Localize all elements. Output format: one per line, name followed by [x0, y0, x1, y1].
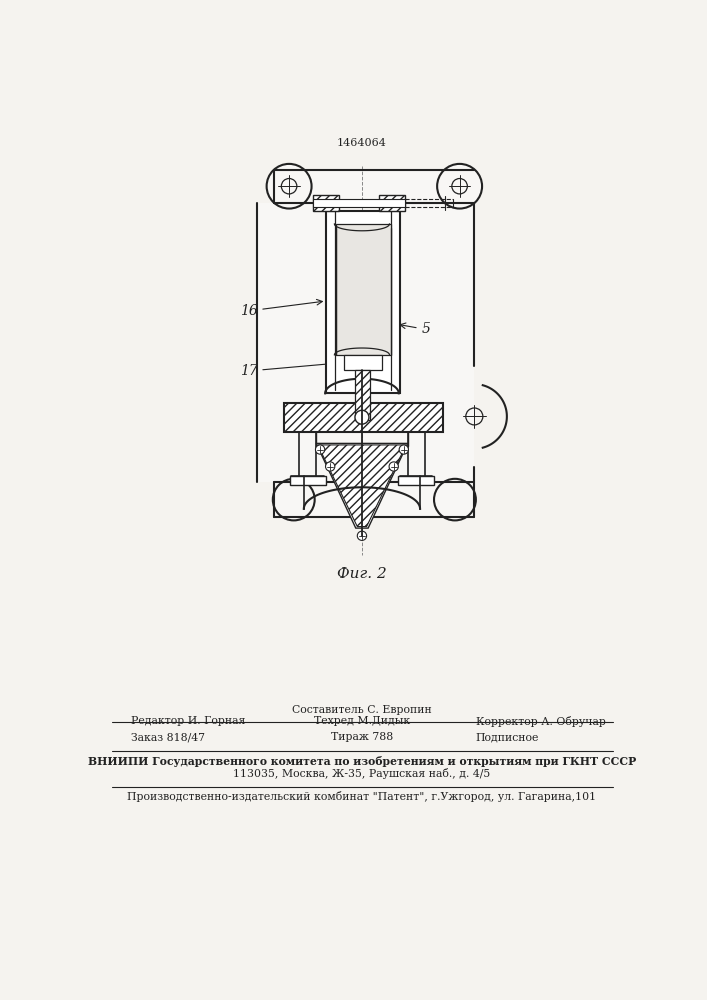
Circle shape	[315, 445, 325, 454]
Text: Редактор И. Горная: Редактор И. Горная	[131, 716, 245, 726]
Circle shape	[434, 479, 476, 520]
Text: Фиг. 2: Фиг. 2	[337, 567, 387, 581]
Text: Заказ 818/47: Заказ 818/47	[131, 732, 205, 742]
Text: Техред М.Дидык: Техред М.Дидык	[314, 716, 410, 726]
Text: Составитель С. Европин: Составитель С. Европин	[292, 705, 432, 715]
Bar	[284, 403, 443, 432]
Bar	[379, 195, 405, 211]
Text: Тираж 788: Тираж 788	[331, 732, 393, 742]
Text: Корректор А. Обручар: Корректор А. Обручар	[476, 716, 606, 727]
Bar	[274, 170, 474, 203]
Bar	[290, 476, 325, 485]
Bar	[257, 203, 474, 482]
Bar	[274, 482, 474, 517]
Circle shape	[266, 163, 312, 209]
Text: 17: 17	[240, 361, 340, 378]
Bar	[336, 224, 391, 355]
Circle shape	[389, 462, 398, 471]
Bar	[313, 195, 339, 211]
Bar	[398, 476, 434, 485]
Circle shape	[357, 531, 367, 540]
Text: 16: 16	[240, 299, 322, 318]
Polygon shape	[316, 443, 408, 528]
Bar	[344, 355, 382, 370]
Text: 113035, Москва, Ж-35, Раушская наб., д. 4/5: 113035, Москва, Ж-35, Раушская наб., д. …	[233, 768, 491, 779]
Bar	[355, 370, 370, 420]
Text: Подписное: Подписное	[476, 732, 539, 742]
Text: Производственно-издательский комбинат "Патент", г.Ужгород, ул. Гагарина,101: Производственно-издательский комбинат "П…	[127, 791, 597, 802]
Bar	[313, 199, 405, 207]
Text: 5: 5	[400, 322, 431, 336]
Text: ВНИИПИ Государственного комитета по изобретениям и открытиям при ГКНТ СССР: ВНИИПИ Государственного комитета по изоб…	[88, 756, 636, 767]
Bar	[327, 211, 400, 393]
Circle shape	[273, 479, 315, 520]
Circle shape	[399, 445, 409, 454]
Circle shape	[436, 163, 483, 209]
Circle shape	[355, 410, 369, 424]
Text: 1464064: 1464064	[337, 138, 387, 148]
Circle shape	[325, 462, 335, 471]
